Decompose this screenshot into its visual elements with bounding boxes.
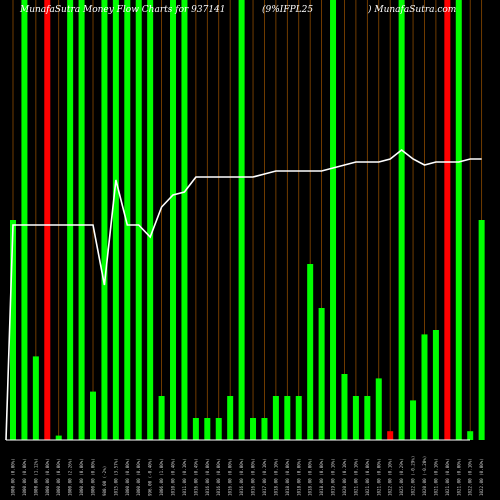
x-tick-label: 1021.00 (0.10%) (433, 458, 438, 496)
volume-bar (55, 435, 62, 440)
x-tick-label: 1000.00 (0.00%) (91, 458, 96, 496)
x-tick-label: 1016.00 (0.00%) (228, 458, 233, 496)
x-tick-label: 1016.00 (0.49%) (193, 458, 198, 496)
volume-bar (330, 0, 337, 440)
volume-bar (410, 400, 417, 440)
x-tick-label: 1006.00 (1.00%) (159, 458, 164, 496)
x-tick-label: 1000.00 (0.00%) (45, 458, 50, 496)
x-tick-label: 1020.00 (0.10%) (342, 458, 347, 496)
volume-bar (227, 396, 234, 440)
volume-bar (10, 220, 16, 440)
volume-bar (158, 396, 165, 440)
x-tick-label: 1000.00 (1.12%) (33, 458, 38, 496)
volume-bar (204, 418, 211, 440)
x-tick-label: 1000.00 (0.00%) (11, 458, 16, 496)
x-tick-label: 1018.00 (0.00%) (285, 458, 290, 496)
volume-bar (192, 418, 199, 440)
x-tick-label: 1018.00 (0.10%) (273, 458, 278, 496)
x-tick-label: 1016.00 (0.00%) (239, 458, 244, 496)
x-tick-label: 1018.00 (0.00%) (308, 458, 313, 496)
volume-bar (352, 396, 359, 440)
x-tick-label: 1000.00 (0.00%) (56, 458, 61, 496)
volume-bar (387, 431, 394, 440)
volume-bar (147, 0, 154, 440)
x-tick-label: 1016.00 (0.00%) (216, 458, 221, 496)
volume-bar (181, 0, 188, 440)
x-tick-label: 1010.00 (0.40%) (171, 458, 176, 496)
x-tick-label: 1025.00 (0.29%) (399, 458, 404, 496)
volume-bar (101, 0, 108, 440)
x-tick-label: 1020.00 (-0.20%) (422, 456, 427, 496)
x-tick-label: 1022.00 (0.10%) (468, 458, 473, 496)
x-tick-label: 1018.00 (0.00%) (319, 458, 324, 496)
volume-bar (375, 378, 382, 440)
volume-bar (21, 0, 28, 440)
volume-bar (307, 264, 314, 440)
volume-bar (44, 0, 51, 440)
volume-bar (250, 418, 257, 440)
volume-bar (272, 396, 279, 440)
x-tick-label: 1022.00 (0.10%) (388, 458, 393, 496)
x-tick-label: 1021.00 (0.00%) (365, 458, 370, 496)
x-tick-label: 1016.00 (0.00%) (251, 458, 256, 496)
x-tick-label: 1019.00 (0.10%) (331, 458, 336, 496)
x-tick-label: 1018.00 (0.00%) (296, 458, 301, 496)
volume-bar (215, 418, 222, 440)
x-tick-label: 1000.00 (0.00%) (125, 458, 130, 496)
x-tick-label: 996.00 (-0.40%) (148, 458, 153, 496)
x-tick-label: 1017.00 (0.10%) (262, 458, 267, 496)
price-line (5, 148, 482, 441)
volume-bar (78, 0, 85, 440)
volume-bar (478, 220, 485, 440)
volume-bar (455, 0, 462, 440)
volume-bar (444, 0, 451, 440)
x-tick-label: 1021.00 (0.00%) (376, 458, 381, 496)
x-tick-label: 1021.00 (0.00%) (445, 458, 450, 496)
volume-bar (398, 0, 405, 440)
volume-bar (284, 396, 291, 440)
x-tick-labels: 1000.00 (0.00%) 1000.00 (0.00%) 1000.00 (1… (11, 456, 485, 496)
volume-bar (421, 334, 428, 440)
x-tick-label: 1000.00 (0.00%) (136, 458, 141, 496)
x-tick-label: 980.00 (-2%) (102, 466, 107, 496)
volume-bar (261, 418, 268, 440)
volume-bar (341, 374, 348, 440)
volume-bar (124, 0, 131, 440)
x-tick-label: 1021.00 (0.10%) (353, 458, 358, 496)
volume-bar (295, 396, 302, 440)
chart-title-right: ) MunafaSutra.com (367, 4, 456, 15)
volume-bar (112, 0, 119, 440)
x-tick-label: 1021.00 (0.00%) (456, 458, 461, 496)
volume-bar (432, 330, 439, 440)
volume-bar (32, 356, 39, 440)
x-tick-label: 1011.00 (0.10%) (182, 458, 187, 496)
volume-bar (170, 0, 177, 440)
chart-title-mid: (9%IFPL25 (262, 4, 313, 15)
volume-bar (467, 431, 474, 440)
volume-bar (67, 0, 74, 440)
x-tick-label: 1015.00 (3.57%) (113, 458, 118, 496)
x-tick-label: 1000.00 (2.26%) (68, 458, 73, 496)
volume-bar (90, 391, 97, 440)
volume-bar (364, 396, 371, 440)
volume-bar (135, 0, 142, 440)
x-tick-label: 1016.00 (0.00%) (205, 458, 210, 496)
volume-bar (318, 308, 325, 440)
x-tick-label: 1022.00 (0.00%) (479, 458, 484, 496)
x-tick-label: 1000.00 (0.00%) (22, 458, 27, 496)
chart-title-left: MunafaSutra Money Flow Charts for 937141 (19, 5, 226, 15)
x-tick-label: 1000.00 (0.00%) (79, 458, 84, 496)
volume-bar (238, 0, 245, 440)
volume-bars (10, 0, 485, 440)
x-tick-label: 1022.00 (-0.29%) (411, 456, 416, 496)
